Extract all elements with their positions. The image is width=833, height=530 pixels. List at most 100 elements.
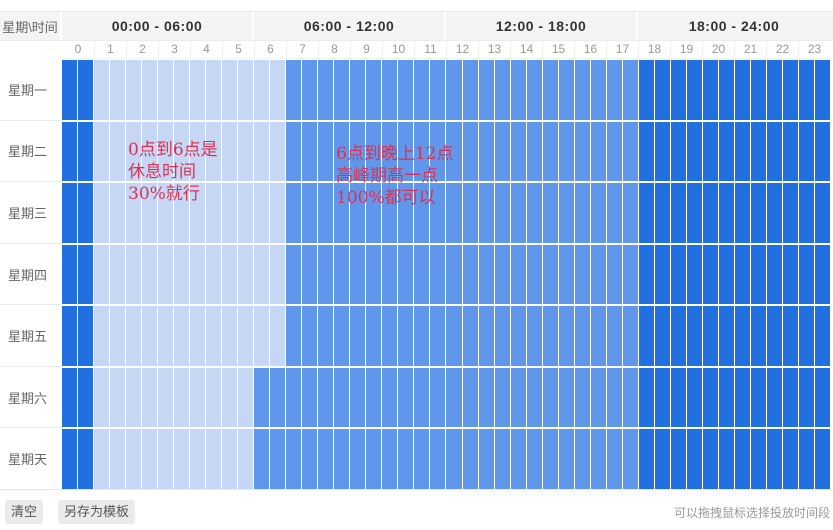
time-cell[interactable] [718, 121, 734, 182]
time-cell[interactable] [430, 367, 446, 428]
time-cell[interactable] [526, 244, 542, 305]
time-cell[interactable] [766, 306, 782, 366]
time-cell[interactable] [798, 121, 814, 182]
time-cell[interactable] [142, 306, 158, 366]
time-cell[interactable] [782, 429, 798, 490]
time-cell[interactable] [526, 121, 542, 182]
time-cell[interactable] [238, 244, 254, 305]
time-cell[interactable] [798, 60, 814, 120]
time-cell[interactable] [350, 244, 366, 305]
time-cell[interactable] [78, 183, 94, 243]
time-cell[interactable] [478, 121, 494, 182]
time-cell[interactable] [270, 244, 286, 305]
time-cell[interactable] [654, 367, 670, 428]
time-cell[interactable] [318, 306, 334, 366]
time-cell[interactable] [510, 367, 526, 428]
time-cell[interactable] [574, 121, 590, 182]
time-cell[interactable] [750, 244, 766, 305]
time-cell[interactable] [670, 429, 686, 490]
time-cell[interactable] [574, 367, 590, 428]
time-cell[interactable] [62, 306, 78, 366]
time-cell[interactable] [110, 60, 126, 120]
time-cell[interactable] [494, 121, 510, 182]
time-cell[interactable] [254, 367, 270, 428]
time-cell[interactable] [654, 183, 670, 243]
time-cell[interactable] [590, 183, 606, 243]
time-cell[interactable] [814, 244, 830, 305]
time-cell[interactable] [318, 244, 334, 305]
time-cell[interactable] [414, 429, 430, 490]
time-cell[interactable] [702, 183, 718, 243]
time-cell[interactable] [62, 244, 78, 305]
time-cell[interactable] [350, 429, 366, 490]
time-cell[interactable] [174, 367, 190, 428]
time-cell[interactable] [622, 429, 638, 490]
time-cell[interactable] [302, 306, 318, 366]
time-cell[interactable] [510, 244, 526, 305]
time-cell[interactable] [702, 306, 718, 366]
time-cell[interactable] [398, 244, 414, 305]
time-cell[interactable] [302, 183, 318, 243]
time-cell[interactable] [126, 183, 142, 243]
time-cell[interactable] [158, 60, 174, 120]
clear-button[interactable]: 清空 [5, 500, 44, 524]
time-cell[interactable] [110, 183, 126, 243]
time-cell[interactable] [670, 244, 686, 305]
time-cell[interactable] [430, 244, 446, 305]
time-cell[interactable] [78, 121, 94, 182]
time-cell[interactable] [110, 306, 126, 366]
time-cell[interactable] [318, 367, 334, 428]
time-cell[interactable] [382, 121, 398, 182]
time-cell[interactable] [190, 121, 206, 182]
time-cell[interactable] [334, 183, 350, 243]
time-cell[interactable] [782, 183, 798, 243]
time-cell[interactable] [542, 367, 558, 428]
time-cell[interactable] [126, 367, 142, 428]
time-cell[interactable] [670, 367, 686, 428]
time-cell[interactable] [142, 60, 158, 120]
time-cell[interactable] [574, 244, 590, 305]
time-cell[interactable] [558, 367, 574, 428]
time-cell[interactable] [446, 306, 462, 366]
time-cell[interactable] [798, 183, 814, 243]
time-cell[interactable] [478, 306, 494, 366]
time-cell[interactable] [430, 121, 446, 182]
time-cell[interactable] [398, 306, 414, 366]
time-cell[interactable] [206, 60, 222, 120]
time-cell[interactable] [398, 60, 414, 120]
time-cell[interactable] [542, 60, 558, 120]
time-cell[interactable] [638, 121, 654, 182]
time-cell[interactable] [62, 367, 78, 428]
time-cell[interactable] [270, 367, 286, 428]
time-cell[interactable] [606, 306, 622, 366]
time-cell[interactable] [654, 429, 670, 490]
time-cell[interactable] [62, 183, 78, 243]
schedule-grid[interactable] [62, 60, 830, 490]
time-cell[interactable] [94, 183, 110, 243]
time-cell[interactable] [814, 429, 830, 490]
time-cell[interactable] [446, 121, 462, 182]
time-cell[interactable] [606, 244, 622, 305]
time-cell[interactable] [462, 367, 478, 428]
time-cell[interactable] [558, 183, 574, 243]
time-cell[interactable] [414, 244, 430, 305]
time-cell[interactable] [766, 183, 782, 243]
time-cell[interactable] [286, 306, 302, 366]
time-cell[interactable] [206, 306, 222, 366]
time-cell[interactable] [494, 367, 510, 428]
time-cell[interactable] [126, 429, 142, 490]
time-cell[interactable] [238, 429, 254, 490]
time-cell[interactable] [766, 367, 782, 428]
time-cell[interactable] [382, 60, 398, 120]
time-cell[interactable] [798, 367, 814, 428]
time-cell[interactable] [142, 429, 158, 490]
time-cell[interactable] [462, 183, 478, 243]
save-as-template-button[interactable]: 另存为模板 [58, 500, 136, 524]
time-cell[interactable] [62, 429, 78, 490]
time-cell[interactable] [478, 429, 494, 490]
time-cell[interactable] [350, 367, 366, 428]
time-cell[interactable] [766, 429, 782, 490]
time-cell[interactable] [222, 306, 238, 366]
time-cell[interactable] [126, 60, 142, 120]
time-cell[interactable] [686, 183, 702, 243]
